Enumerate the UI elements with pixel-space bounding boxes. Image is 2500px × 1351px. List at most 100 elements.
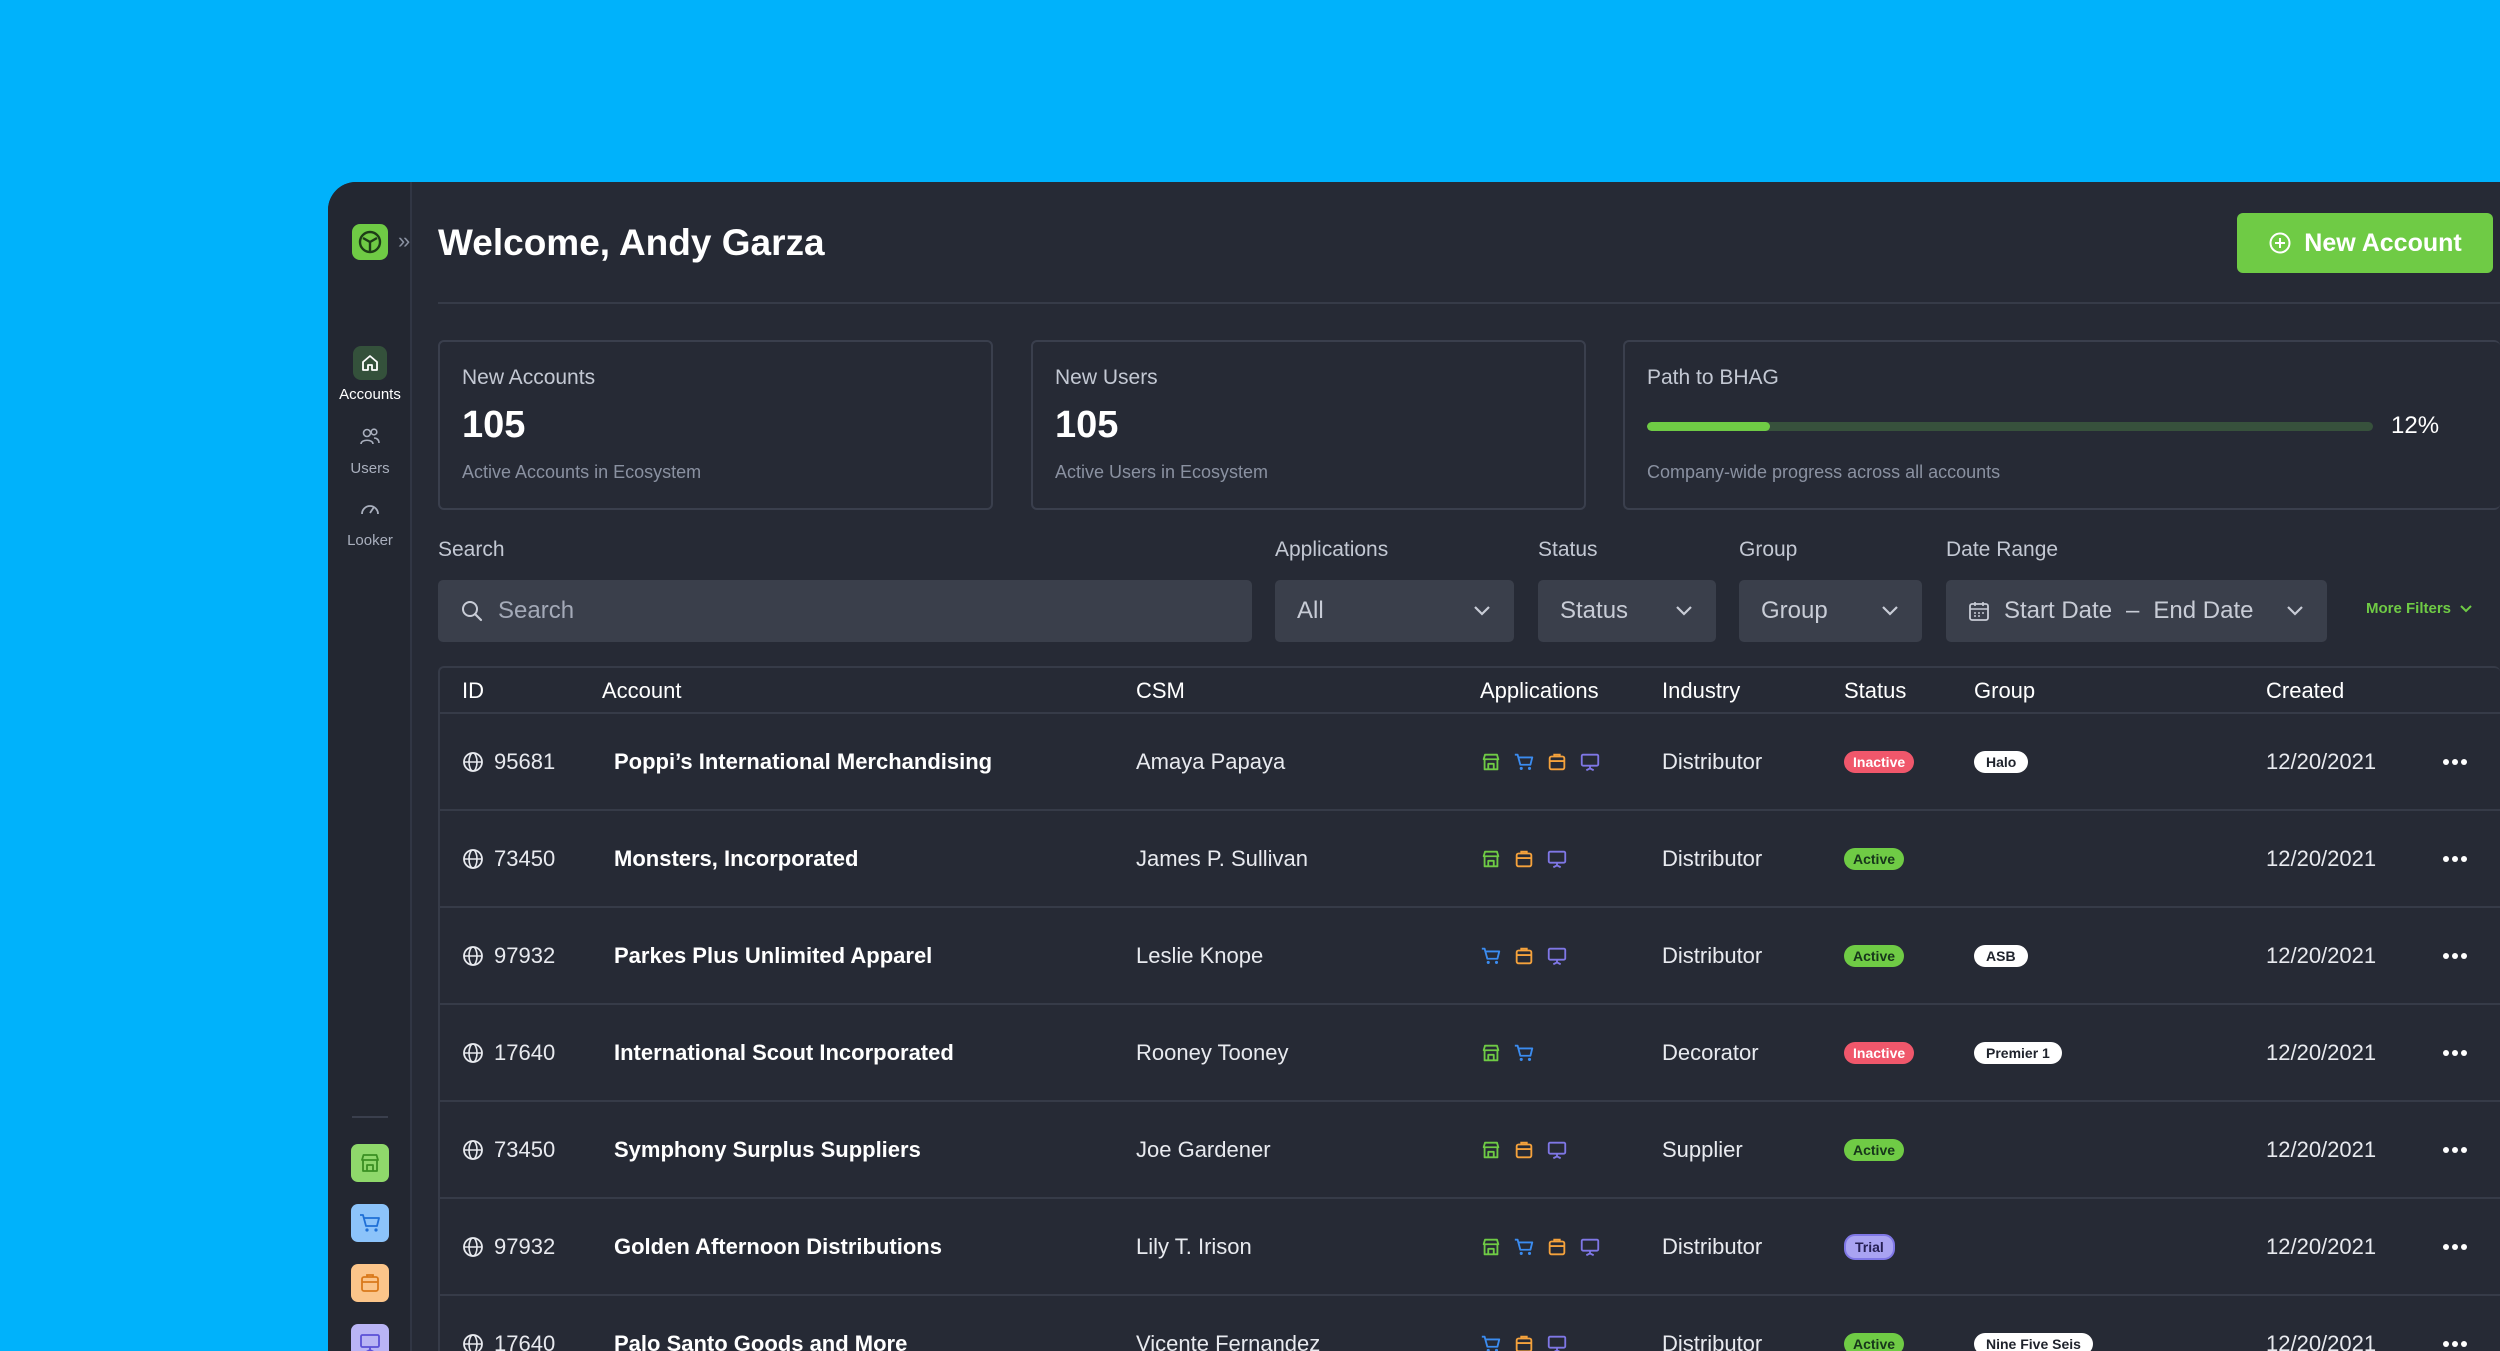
group-value: Group <box>1761 597 1828 624</box>
status-value: Status <box>1560 597 1629 624</box>
search-input[interactable]: Search <box>438 580 1252 642</box>
account-name[interactable]: Parkes Plus Unlimited Apparel <box>614 943 933 968</box>
new-account-button[interactable]: New Account <box>2237 213 2493 273</box>
csm-name: Joe Gardener <box>1136 1137 1271 1162</box>
table-row[interactable]: 17640 Palo Santo Goods and More Vicente … <box>440 1296 2500 1351</box>
account-id: 95681 <box>462 714 555 810</box>
account-name[interactable]: Palo Santo Goods and More <box>614 1331 908 1351</box>
column-header-id[interactable]: ID <box>462 678 484 703</box>
group-cell: Halo <box>1974 714 2029 810</box>
status-badge: Active <box>1844 1139 1905 1161</box>
presentation-icon <box>360 1334 380 1351</box>
column-header-industry[interactable]: Industry <box>1662 678 1741 703</box>
bhag-progress-bar <box>1647 422 2373 431</box>
row-actions-button[interactable] <box>2442 714 2468 810</box>
date-range-picker[interactable]: Start Date – End Date <box>1946 580 2327 642</box>
status-badge: Active <box>1844 848 1905 870</box>
stat-card-new-accounts: New Accounts 105 Active Accounts in Ecos… <box>438 340 993 510</box>
more-options-icon <box>2443 1147 2467 1153</box>
status-dropdown[interactable]: Status <box>1538 580 1716 642</box>
column-header-applications[interactable]: Applications <box>1480 678 1599 703</box>
row-actions-button[interactable] <box>2442 1199 2468 1295</box>
table-row[interactable]: 73450 Symphony Surplus Suppliers Joe Gar… <box>440 1102 2500 1199</box>
created-date: 12/20/2021 <box>2266 846 2377 871</box>
table-row[interactable]: 95681 Poppi’s International Merchandisin… <box>440 714 2500 811</box>
more-filters-label: More Filters <box>2366 600 2452 617</box>
store-icon <box>1482 1238 1500 1256</box>
applications-dropdown[interactable]: All <box>1275 580 1514 642</box>
status-cell: Active <box>1844 811 1905 907</box>
application-icons <box>1480 811 1568 907</box>
box-app-tile[interactable] <box>351 1264 389 1302</box>
column-header-created[interactable]: Created <box>2266 678 2345 703</box>
sidebar-item-users[interactable]: Users <box>328 420 412 477</box>
more-filters-button[interactable]: More Filters <box>2366 600 2473 617</box>
group-tag: ASB <box>1974 945 2028 967</box>
table-row[interactable]: 17640 International Scout Incorporated R… <box>440 1005 2500 1102</box>
box-icon <box>1548 753 1566 771</box>
account-name[interactable]: Poppi’s International Merchandising <box>614 749 993 774</box>
cart-app-tile[interactable] <box>351 1204 389 1242</box>
users-icon <box>353 420 387 454</box>
account-name[interactable]: Monsters, Incorporated <box>614 846 859 871</box>
status-cell: Inactive <box>1844 1005 1915 1101</box>
table-row[interactable]: 97932 Golden Afternoon Distributions Lil… <box>440 1199 2500 1296</box>
row-actions-button[interactable] <box>2442 1296 2468 1351</box>
account-name[interactable]: Golden Afternoon Distributions <box>614 1234 942 1259</box>
presentation-icon <box>1580 753 1600 772</box>
expand-sidebar-icon[interactable]: » <box>398 228 411 253</box>
group-dropdown[interactable]: Group <box>1739 580 1922 642</box>
column-header-group[interactable]: Group <box>1974 678 2036 703</box>
presentation-icon <box>1547 1335 1567 1351</box>
account-name[interactable]: Symphony Surplus Suppliers <box>614 1137 921 1162</box>
account-id-text: 97932 <box>494 1234 556 1259</box>
account-id: 17640 <box>462 1005 555 1101</box>
app-logo[interactable] <box>352 224 388 260</box>
column-header-status[interactable]: Status <box>1844 678 1907 703</box>
table-row[interactable]: 97932 Parkes Plus Unlimited Apparel Lesl… <box>440 908 2500 1005</box>
row-actions-button[interactable] <box>2442 908 2468 1004</box>
new-account-label: New Account <box>2304 228 2462 257</box>
header-divider <box>438 302 2500 304</box>
status-cell: Trial <box>1844 1199 1895 1295</box>
account-id: 73450 <box>462 1102 555 1198</box>
stat-subtitle: Company-wide progress across all account… <box>1647 462 2001 482</box>
sidebar-item-accounts[interactable]: Accounts <box>328 346 412 403</box>
column-header-csm[interactable]: CSM <box>1136 678 1185 703</box>
globe-icon <box>463 752 483 772</box>
presentation-icon <box>1547 1141 1567 1160</box>
row-actions-button[interactable] <box>2442 1102 2468 1198</box>
industry: Supplier <box>1662 1137 1743 1162</box>
app-window: » Accounts Users Looker <box>328 182 2500 1351</box>
column-header-account[interactable]: Account <box>602 678 682 703</box>
account-id-text: 17640 <box>494 1040 556 1065</box>
cart-icon <box>1481 1335 1501 1351</box>
cart-icon <box>360 1214 380 1232</box>
home-icon <box>353 346 387 380</box>
status-badge: Inactive <box>1844 751 1915 773</box>
application-icons <box>1480 714 1601 810</box>
presentation-icon <box>1547 850 1567 869</box>
created-date: 12/20/2021 <box>2266 1040 2377 1065</box>
csm-name: Rooney Tooney <box>1136 1040 1289 1065</box>
sidebar-item-label: Looker <box>347 532 393 549</box>
more-options-icon <box>2443 953 2467 959</box>
application-icons <box>1480 908 1568 1004</box>
box-icon <box>1515 1141 1533 1159</box>
created-date: 12/20/2021 <box>2266 749 2377 774</box>
more-options-icon <box>2443 1341 2467 1347</box>
row-actions-button[interactable] <box>2442 811 2468 907</box>
created-date: 12/20/2021 <box>2266 1331 2377 1351</box>
industry: Distributor <box>1662 1331 1763 1351</box>
industry: Distributor <box>1662 749 1763 774</box>
table-row[interactable]: 73450 Monsters, Incorporated James P. Su… <box>440 811 2500 908</box>
store-app-tile[interactable] <box>351 1144 389 1182</box>
status-cell: Inactive <box>1844 714 1915 810</box>
more-options-icon <box>2443 759 2467 765</box>
row-actions-button[interactable] <box>2442 1005 2468 1101</box>
stat-value: 105 <box>462 404 526 446</box>
group-tag: Premier 1 <box>1974 1042 2062 1064</box>
presentation-app-tile[interactable] <box>351 1324 389 1351</box>
sidebar-item-looker[interactable]: Looker <box>328 492 412 549</box>
account-name[interactable]: International Scout Incorporated <box>614 1040 954 1065</box>
